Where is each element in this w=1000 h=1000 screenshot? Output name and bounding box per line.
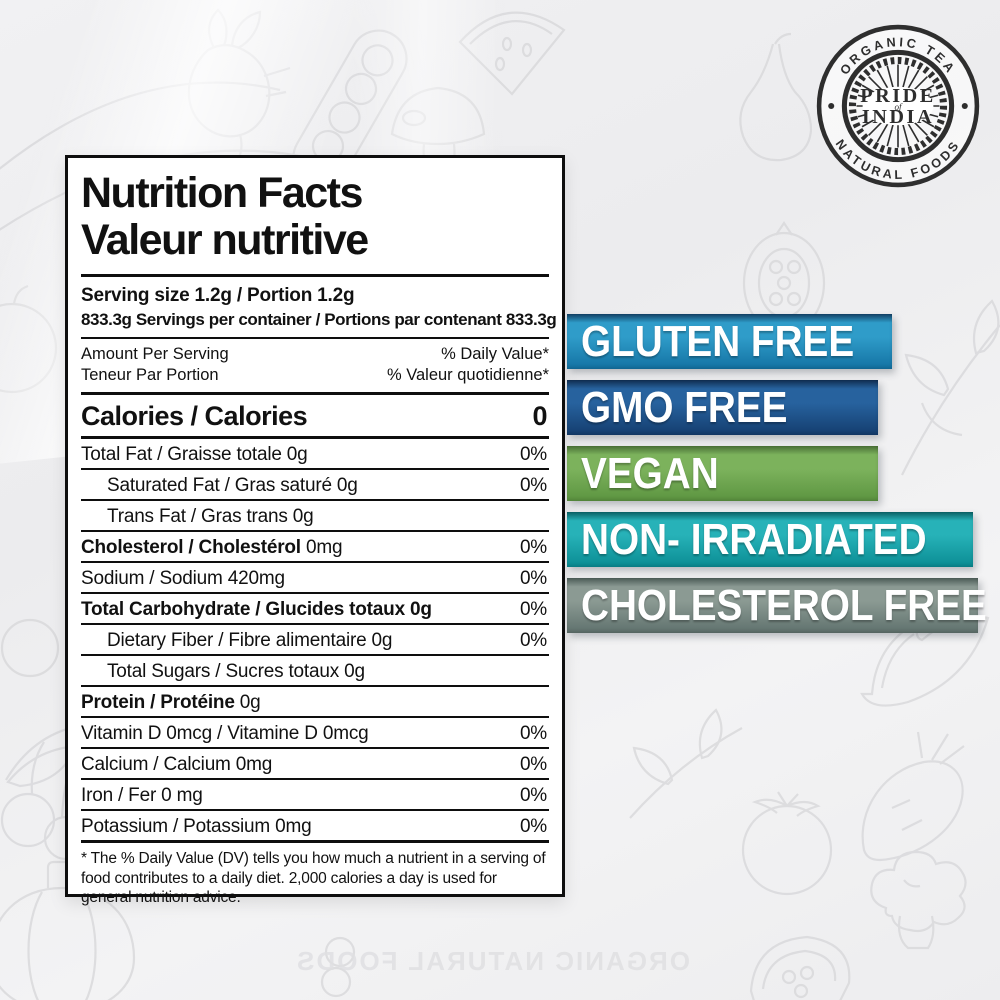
nutrient-row: Potassium / Potassium 0mg 0%	[81, 809, 549, 840]
nutrient-daily-value: 0%	[519, 785, 547, 806]
pride-of-india-logo: ORGANIC TEA NATURAL FOODS PRIDE of INDIA	[816, 24, 980, 188]
logo-center-band	[862, 86, 934, 126]
nutrient-daily-value: 0%	[519, 816, 547, 837]
amount-per-serving-block: Amount Per Serving Teneur Par Portion % …	[81, 344, 549, 389]
nutrient-daily-value: 0%	[519, 444, 547, 465]
nutrient-daily-value: 0%	[519, 754, 547, 775]
daily-value-header-fr: % Valeur quotidienne*	[386, 366, 549, 384]
nutrient-daily-value: 0%	[519, 568, 547, 589]
nutrient-row: Iron / Fer 0 mg 0%	[81, 778, 549, 809]
tomato-icon	[743, 792, 831, 894]
nutrient-daily-value: 0%	[519, 630, 547, 651]
divider	[81, 392, 549, 395]
amount-per-serving-fr: Teneur Par Portion	[81, 366, 219, 384]
label-title: Nutrition Facts Valeur nutritive	[81, 158, 549, 264]
nutrient-daily-value: 0%	[519, 723, 547, 744]
watermelon-icon	[460, 13, 564, 94]
nutrient-row: Total Carbohydrate / Glucides totaux 0g 0…	[81, 592, 549, 623]
nutrient-name: Saturated Fat / Gras saturé 0g	[107, 475, 358, 496]
nutrient-daily-value: 0%	[519, 537, 547, 558]
nutrient-name: Total Sugars / Sucres totaux 0g	[107, 661, 365, 682]
amount-per-serving-en: Amount Per Serving	[81, 345, 229, 363]
mirrored-watermark-text: ORGANIC NATURAL FOODS	[295, 946, 690, 976]
nutrient-name: Cholesterol / Cholestérol 0mg	[81, 537, 343, 558]
nutrient-row: Trans Fat / Gras trans 0g	[81, 499, 549, 530]
chakra-gear-teeth	[848, 56, 948, 156]
fruit-outline-icon	[2, 620, 58, 676]
nutrient-row: Total Sugars / Sucres totaux 0g	[81, 654, 549, 685]
apple-icon	[0, 286, 56, 392]
nutrient-row: Dietary Fiber / Fibre alimentaire 0g 0%	[81, 623, 549, 654]
nutrient-name: Dietary Fiber / Fibre alimentaire 0g	[107, 630, 393, 651]
nutrient-name: Calcium / Calcium 0mg	[81, 754, 273, 775]
daily-value-footnote: * The % Daily Value (DV) tells you how m…	[81, 850, 546, 906]
badge-label: GLUTEN FREE	[581, 316, 855, 366]
nutrient-row: Protein / Protéine 0g	[81, 685, 549, 716]
logo-wordmark-line1: PRIDE	[860, 85, 936, 107]
nutrient-name: Total Carbohydrate / Glucides totaux 0g	[81, 599, 432, 620]
badge-cholesterol-free: CHOLESTEROL FREE	[567, 578, 987, 633]
calories-value: 0	[532, 401, 547, 431]
logo-wordmark-of: of	[894, 102, 903, 112]
nutrient-rows: Total Fat / Graisse totale 0g 0% Saturated…	[81, 439, 549, 840]
divider	[81, 436, 549, 439]
nutrient-name: Iron / Fer 0 mg	[81, 785, 203, 806]
divider	[81, 274, 549, 277]
nutrient-name: Trans Fat / Gras trans 0g	[107, 506, 314, 527]
nutrient-daily-value: 0%	[519, 599, 547, 620]
nutrient-row: Saturated Fat / Gras saturé 0g 0%	[81, 468, 549, 499]
ring-dot-left	[828, 102, 835, 110]
leaf-branch-icon	[902, 301, 1000, 475]
badge-label: VEGAN	[581, 448, 719, 498]
berries-icon	[322, 938, 354, 996]
serving-size-line: Serving size 1.2g / Portion 1.2g	[81, 285, 355, 306]
divider	[81, 840, 549, 843]
label-title-fr: Valeur nutritive	[81, 216, 369, 264]
label-title-en: Nutrition Facts	[81, 169, 363, 217]
logo-inner-ring	[841, 49, 955, 163]
badge-gluten-free: GLUTEN FREE	[567, 314, 892, 369]
nutrition-facts-label: Nutrition Facts Valeur nutritive Serving…	[65, 155, 565, 906]
nutrient-name: Protein / Protéine 0g	[81, 692, 261, 713]
carrot-icon	[863, 732, 964, 860]
leaves-icon	[630, 710, 742, 818]
claim-badges: GLUTEN FREE GMO FREE VEGAN NON- IRRADIATED C…	[567, 314, 987, 644]
nutrient-daily-value: 0%	[519, 475, 547, 496]
nutrient-name: Sodium / Sodium 420mg	[81, 568, 285, 589]
broccoli-icon	[871, 852, 965, 948]
ring-dot-right	[961, 102, 968, 110]
servings-per-container-line: 833.3g Servings per container / Portions…	[81, 310, 557, 329]
nutrient-row: Calcium / Calcium 0mg 0%	[81, 747, 549, 778]
papaya-icon	[751, 937, 849, 1000]
nutrient-name: Total Fat / Graisse totale 0g	[81, 444, 308, 465]
pear-icon	[740, 34, 811, 160]
badge-label: GMO FREE	[581, 382, 788, 432]
divider	[81, 337, 549, 339]
calories-row: Calories / Calories 0	[81, 395, 549, 436]
nutrient-row: Sodium / Sodium 420mg 0%	[81, 561, 549, 592]
nutrient-name: Potassium / Potassium 0mg	[81, 816, 312, 837]
badge-non-irradiated: NON- IRRADIATED	[567, 512, 973, 567]
logo-wordmark-line2: INDIA	[862, 106, 934, 128]
nutrient-row: Cholesterol / Cholestérol 0mg 0%	[81, 530, 549, 561]
badge-gmo-free: GMO FREE	[567, 380, 878, 435]
badge-label: NON- IRRADIATED	[581, 514, 927, 564]
nutrient-row: Vitamin D 0mcg / Vitamine D 0mcg 0%	[81, 716, 549, 747]
daily-value-header-en: % Daily Value*	[441, 345, 549, 363]
badge-vegan: VEGAN	[567, 446, 878, 501]
badge-label: CHOLESTEROL FREE	[581, 580, 987, 630]
nutrient-row: Total Fat / Graisse totale 0g 0%	[81, 439, 549, 468]
calories-label: Calories / Calories	[81, 401, 308, 431]
nutrient-name: Vitamin D 0mcg / Vitamine D 0mcg	[81, 723, 369, 744]
